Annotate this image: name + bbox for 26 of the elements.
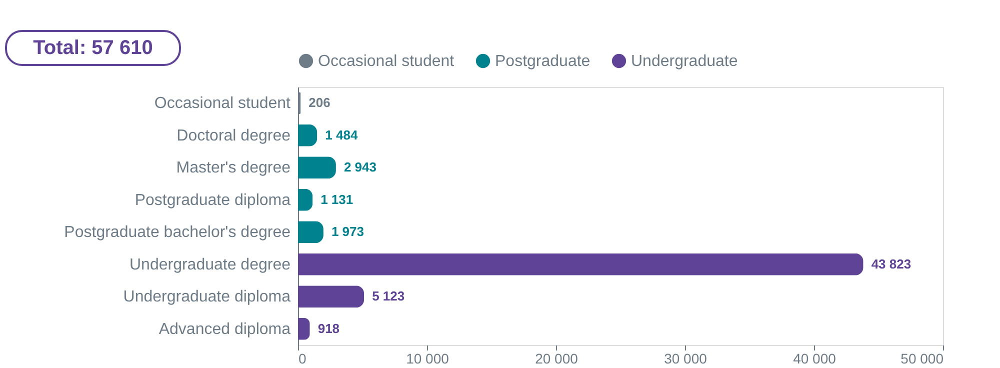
x-tick-label: 10 000 [406,350,450,366]
x-tick-label: 50 000 [900,350,944,366]
legend-label: Occasional student [318,53,455,70]
data-label: 1 131 [320,192,354,207]
x-tick-label: 30 000 [664,350,708,366]
data-label: 918 [318,320,340,336]
data-label: 5 123 [372,288,405,304]
y-tick-label: Master's degree [176,160,291,177]
data-label: 1 973 [331,224,364,240]
x-tick-label: 0 [298,350,306,366]
data-label: 1 484 [325,127,358,142]
data-label: 43 823 [871,256,912,272]
text: Total: 57 610 [33,37,153,59]
x-tick-label: 20 000 [535,350,578,366]
y-tick-label: Postgraduate diploma [134,192,291,209]
y-tick-label: Doctoral degree [176,127,291,144]
y-tick-label: Undergraduate degree [129,256,291,274]
y-tick-label: Undergraduate diploma [123,288,291,306]
data-label: 2 943 [344,160,377,175]
legend-label: Postgraduate [495,53,590,70]
legend-label: Undergraduate [631,53,738,70]
y-tick-label: Occasional student [154,95,292,112]
y-tick-label: Postgraduate bachelor's degree [64,224,291,242]
data-label: 206 [308,95,330,110]
x-tick-label: 40 000 [793,350,836,366]
y-tick-label: Advanced diploma [158,320,291,338]
